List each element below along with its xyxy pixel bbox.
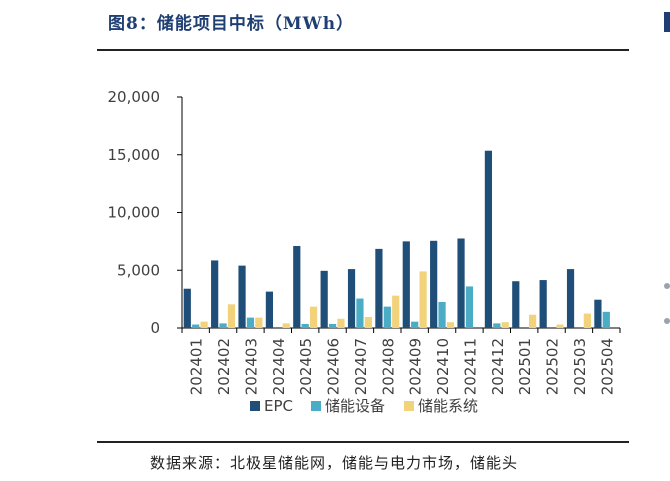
bar-EPC-202410	[430, 240, 438, 328]
x-tick-label: 202405	[297, 338, 315, 395]
bar-储能系统-202407	[364, 317, 372, 328]
bar-储能系统-202503	[583, 313, 591, 328]
bar-EPC-202401	[183, 288, 191, 328]
legend-label: 储能系统	[418, 397, 478, 415]
x-tick-label: 202501	[516, 338, 534, 395]
bar-EPC-202412	[484, 150, 493, 328]
bar-EPC-202502	[539, 280, 547, 328]
y-axis: 20,000 15,000 10,000 5,000 0	[108, 88, 183, 337]
adjacent-figure-edge	[664, 12, 670, 32]
bar-储能设备-202405	[301, 323, 309, 328]
x-tick-label: 202504	[598, 338, 616, 395]
x-tick-label: 202410	[434, 338, 452, 395]
legend-label: 储能设备	[325, 397, 385, 415]
bar-储能设备-202403	[246, 317, 255, 328]
adjacent-figure-dot	[664, 283, 670, 289]
bar-储能系统-202502	[556, 324, 564, 328]
legend: EPC 储能设备 储能系统	[250, 397, 478, 415]
bar-EPC-202411	[457, 238, 465, 328]
bar-储能系统-202408	[392, 295, 400, 328]
y-tick-label: 15,000	[108, 146, 161, 164]
bar-储能系统-202409	[419, 271, 427, 328]
x-tick-label: 202409	[407, 338, 425, 395]
legend-swatch	[404, 401, 414, 411]
top-rule	[97, 49, 629, 51]
bar-储能设备-202504	[602, 311, 610, 328]
x-tick-label: 202406	[325, 338, 343, 395]
bar-储能系统-202405	[309, 306, 318, 328]
x-tick-label: 202408	[379, 338, 397, 395]
source-note: 数据来源：北极星储能网，储能与电力市场，储能头	[150, 454, 519, 472]
bar-EPC-202503	[566, 269, 575, 328]
figure-title: 图8：储能项目中标（MWh）	[108, 14, 355, 34]
bar-储能设备-202402	[219, 323, 227, 328]
bar-储能系统-202501	[528, 314, 537, 328]
y-tick-label: 5,000	[117, 261, 160, 279]
bar-EPC-202504	[594, 299, 602, 328]
legend-swatch	[250, 401, 260, 411]
bar-series	[183, 150, 610, 328]
bar-EPC-202409	[402, 241, 410, 328]
bar-储能设备-202410	[438, 302, 446, 328]
legend-label: EPC	[264, 397, 293, 415]
bar-储能设备-202411	[465, 286, 474, 328]
bar-储能系统-202402	[227, 304, 236, 328]
bar-储能系统-202403	[255, 317, 263, 328]
bar-储能设备-202409	[411, 321, 419, 328]
x-tick-label: 202502	[544, 338, 562, 395]
bar-储能设备-202401	[192, 324, 200, 328]
bar-EPC-202402	[211, 260, 219, 328]
x-tick-label: 202402	[215, 338, 233, 395]
x-tick-label: 202411	[461, 338, 479, 395]
bar-EPC-202407	[347, 269, 356, 328]
bar-EPC-202405	[293, 245, 301, 328]
x-tick-label: 202401	[188, 338, 206, 395]
y-tick-label: 0	[150, 319, 160, 337]
adjacent-figure-dot	[664, 318, 670, 324]
bar-储能设备-202408	[383, 306, 391, 328]
bar-EPC-202408	[375, 248, 383, 328]
bar-储能系统-202410	[446, 322, 455, 328]
bar-储能设备-202407	[356, 298, 364, 328]
bar-EPC-202406	[320, 270, 328, 328]
bar-储能系统-202406	[337, 318, 345, 328]
bar-EPC-202404	[265, 291, 274, 328]
bar-储能设备-202412	[493, 323, 501, 328]
x-tick-label: 202404	[270, 338, 288, 395]
y-tick-label: 10,000	[108, 204, 161, 222]
bottom-rule	[97, 441, 629, 443]
bar-储能系统-202412	[501, 322, 509, 328]
bar-储能设备-202406	[328, 323, 337, 328]
x-tick-label: 202412	[489, 338, 507, 395]
bar-EPC-202403	[238, 265, 246, 328]
x-axis: 202401 202402 202403 202404 202405 202406 2024…	[181, 327, 621, 395]
bar-储能系统-202404	[282, 323, 290, 328]
x-tick-label: 202403	[242, 338, 260, 395]
legend-swatch	[311, 401, 321, 411]
bar-储能系统-202401	[200, 321, 208, 328]
x-tick-label: 202407	[352, 338, 370, 395]
x-tick-label: 202503	[571, 338, 589, 395]
y-tick-label: 20,000	[108, 88, 161, 106]
bar-EPC-202501	[512, 281, 520, 328]
